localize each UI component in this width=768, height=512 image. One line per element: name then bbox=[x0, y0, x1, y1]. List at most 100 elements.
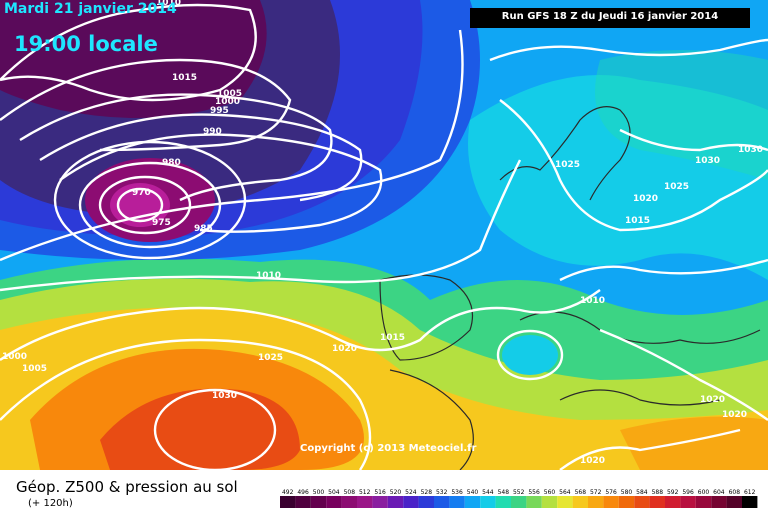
scale-swatch bbox=[665, 496, 681, 508]
scale-swatch bbox=[403, 496, 419, 508]
scale-tick-label: 496 bbox=[297, 489, 309, 496]
run-info-text: Run GFS 18 Z du Jeudi 16 janvier 2014 bbox=[501, 11, 719, 22]
legend-subtitle: (+ 120h) bbox=[28, 498, 73, 509]
field-se bbox=[620, 416, 768, 470]
scale-swatch bbox=[526, 496, 542, 508]
isobar-label: 985 bbox=[194, 224, 213, 234]
scale-tick-label: 528 bbox=[421, 489, 433, 496]
legend-title: Géop. Z500 & pression au sol bbox=[16, 478, 238, 496]
scale-swatch bbox=[418, 496, 434, 508]
scale-tick-label: 612 bbox=[744, 489, 756, 496]
scale-tick-label: 512 bbox=[359, 489, 371, 496]
scale-tick-label: 552 bbox=[513, 489, 525, 496]
scale-swatch bbox=[726, 496, 742, 508]
scale-tick-label: 560 bbox=[544, 489, 556, 496]
isobar-label: 1000 bbox=[2, 352, 28, 362]
scale-tick-label: 532 bbox=[436, 489, 448, 496]
run-info-box: Run GFS 18 Z du Jeudi 16 janvier 2014 bbox=[470, 8, 750, 28]
scale-swatch bbox=[711, 496, 727, 508]
isobar-label: 1005 bbox=[217, 89, 243, 99]
scale-tick-label: 504 bbox=[328, 489, 340, 496]
scale-tick-label: 608 bbox=[729, 489, 741, 496]
color-scale: 492 496 500 504 508 512 516 520 524 528 532 536 540 5… bbox=[280, 489, 758, 508]
scale-tick-label: 516 bbox=[374, 489, 386, 496]
forecast-date: Mardi 21 janvier 2014 bbox=[4, 1, 177, 17]
scale-swatch bbox=[742, 496, 758, 508]
isobar-label: 1025 bbox=[664, 182, 690, 192]
scale-swatch bbox=[680, 496, 696, 508]
isobars bbox=[0, 3, 768, 470]
scale-swatch bbox=[603, 496, 619, 508]
scale-tick-label: 572 bbox=[590, 489, 602, 496]
isobar-label: 990 bbox=[203, 127, 222, 137]
scale-tick-label: 576 bbox=[605, 489, 617, 496]
scale-tick-label: 564 bbox=[559, 489, 571, 496]
isobar-label: 1005 bbox=[22, 364, 48, 374]
isobar-label: 1020 bbox=[580, 456, 606, 466]
isobar-label: 1030 bbox=[738, 145, 764, 155]
isobar-label: 1015 bbox=[625, 216, 651, 226]
scale-tick-label: 604 bbox=[713, 489, 725, 496]
isobar-label: 975 bbox=[152, 218, 171, 228]
scale-swatch bbox=[357, 496, 373, 508]
scale-swatch bbox=[541, 496, 558, 508]
scale-swatch bbox=[634, 496, 650, 508]
scale-tick-label: 548 bbox=[498, 489, 510, 496]
geopotential-field-map bbox=[0, 0, 768, 470]
scale-tick-label: 524 bbox=[405, 489, 417, 496]
isobar-label: 1020 bbox=[700, 395, 726, 405]
scale-swatch bbox=[434, 496, 450, 508]
scale-swatch bbox=[480, 496, 496, 508]
isobar-label: 1030 bbox=[212, 391, 238, 401]
scale-tick-label: 540 bbox=[467, 489, 479, 496]
isobar-label: 995 bbox=[210, 106, 229, 116]
scale-swatch bbox=[495, 496, 511, 508]
scale-tick-label: 588 bbox=[652, 489, 664, 496]
scale-swatch bbox=[280, 496, 296, 508]
isobar-label: 1010 bbox=[580, 296, 606, 306]
scale-tick-label: 500 bbox=[313, 489, 325, 496]
field-548 bbox=[595, 50, 768, 180]
scale-swatch bbox=[511, 496, 527, 508]
scale-tick-label: 568 bbox=[575, 489, 587, 496]
copyright-text: Copyright (c) 2013 Meteociel.fr bbox=[300, 443, 477, 454]
scale-swatch bbox=[695, 496, 712, 508]
legend-footer: Géop. Z500 & pression au sol (+ 120h) 49… bbox=[0, 470, 768, 512]
isobar-label: 1030 bbox=[695, 156, 721, 166]
isobar-label: 1020 bbox=[722, 410, 748, 420]
field-544 bbox=[468, 75, 768, 280]
med-low-field bbox=[502, 335, 558, 375]
scale-swatch bbox=[295, 496, 311, 508]
scale-tick-label: 596 bbox=[682, 489, 694, 496]
scale-swatch bbox=[387, 496, 404, 508]
scale-swatch bbox=[557, 496, 573, 508]
scale-swatch bbox=[310, 496, 327, 508]
isobar-label: 970 bbox=[132, 188, 151, 198]
scale-swatch bbox=[449, 496, 465, 508]
scale-swatch bbox=[572, 496, 588, 508]
isobar-label: 1015 bbox=[172, 73, 198, 83]
scale-swatch bbox=[372, 496, 388, 508]
field-584 bbox=[100, 388, 300, 470]
scale-tick-label: 592 bbox=[667, 489, 679, 496]
scale-tick-label: 584 bbox=[636, 489, 648, 496]
isobar-label: 1020 bbox=[633, 194, 659, 204]
field-508 bbox=[0, 0, 267, 118]
isobar-label: 1010 bbox=[256, 271, 282, 281]
isobar-label: 1010 bbox=[156, 0, 182, 8]
scale-tick-label: 492 bbox=[282, 489, 294, 496]
scale-swatch bbox=[618, 496, 635, 508]
isobar-label: 1015 bbox=[380, 333, 406, 343]
scale-tick-label: 536 bbox=[451, 489, 463, 496]
coastlines bbox=[379, 106, 761, 470]
scale-swatch bbox=[326, 496, 342, 508]
scale-swatch bbox=[649, 496, 665, 508]
scale-swatch bbox=[341, 496, 357, 508]
scale-swatch bbox=[588, 496, 604, 508]
scale-tick-label: 508 bbox=[344, 489, 356, 496]
isobar-label: 1025 bbox=[258, 353, 284, 363]
scale-tick-label: 556 bbox=[528, 489, 540, 496]
scale-tick-label: 580 bbox=[621, 489, 633, 496]
scale-tick-label: 520 bbox=[390, 489, 402, 496]
